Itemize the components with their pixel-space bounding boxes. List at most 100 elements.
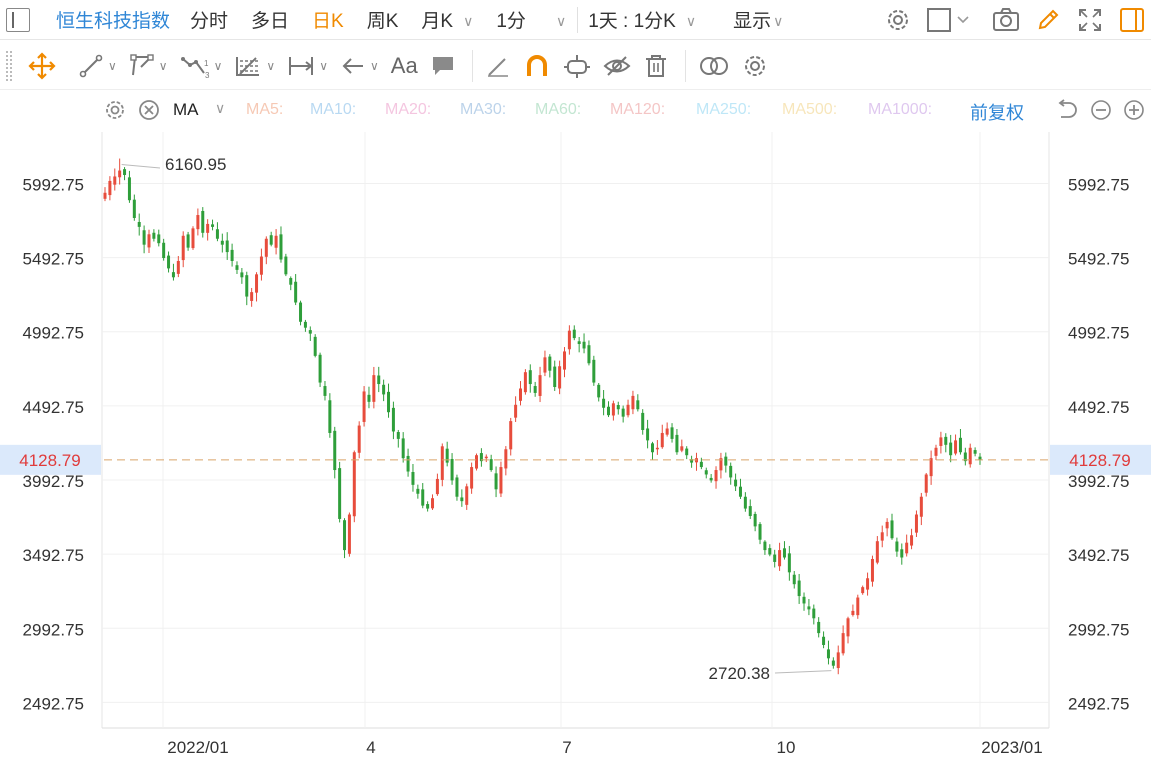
candle-body: [631, 395, 635, 410]
top-icons: [871, 5, 1147, 35]
candle-body: [856, 597, 860, 616]
y-tick-label-left: 4492.75: [23, 398, 84, 417]
range-tool[interactable]: ∨: [287, 53, 328, 79]
indicator-name[interactable]: MA: [173, 100, 199, 119]
ruler-tool[interactable]: [485, 53, 511, 79]
tab-intraday[interactable]: 分时: [190, 11, 229, 32]
square-icon[interactable]: [925, 5, 973, 35]
candle-body: [861, 587, 865, 594]
candle-body: [367, 394, 371, 402]
polyline-tool[interactable]: ∨: [129, 53, 168, 79]
line-icon: [78, 53, 104, 79]
candle-body: [211, 224, 215, 227]
ma10-label: MA10:: [310, 101, 357, 118]
candle-body: [431, 498, 435, 509]
indicator-settings-icon[interactable]: [103, 98, 127, 127]
candle-body: [675, 434, 679, 453]
y-tick-label-right: 5992.75: [1068, 175, 1129, 194]
candle-body: [641, 412, 645, 430]
zoom-out-icon[interactable]: [1090, 99, 1112, 126]
indicator-close-icon[interactable]: [137, 98, 161, 127]
low-marker-label: 2720.38: [709, 664, 770, 683]
fibonacci-tool[interactable]: ∨: [234, 53, 275, 79]
sidebar-icon[interactable]: [1117, 5, 1147, 35]
fullscreen-icon[interactable]: [1075, 5, 1105, 35]
tab-1min[interactable]: 1分 ∨: [496, 6, 566, 33]
chevron-down-icon[interactable]: ∨: [215, 100, 226, 116]
y-tick-label-right: 5492.75: [1068, 250, 1129, 269]
candle-body: [939, 437, 943, 446]
candle-body: [748, 506, 752, 516]
candle-body: [768, 548, 772, 555]
line-tool[interactable]: ∨: [78, 53, 117, 79]
candle-body: [435, 478, 439, 495]
candle-body: [900, 549, 904, 558]
candle-body: [206, 223, 210, 233]
pencil-icon[interactable]: [1033, 5, 1063, 35]
toolbar-grip[interactable]: [6, 50, 12, 81]
candle-body: [885, 521, 889, 529]
candle-body: [646, 428, 650, 441]
magnet-tool[interactable]: [523, 53, 551, 79]
lock-tool[interactable]: [563, 53, 591, 79]
candle-body: [773, 554, 777, 562]
candle-body: [558, 366, 562, 389]
candle-body: [743, 496, 747, 509]
candle-body: [665, 428, 669, 435]
y-tick-label-left: 2492.75: [23, 694, 84, 713]
candle-body: [250, 292, 254, 301]
y-tick-label-left: 3992.75: [23, 472, 84, 491]
candle-body: [362, 391, 366, 422]
candle-body: [279, 234, 283, 260]
display-menu[interactable]: 显示 ∨: [733, 6, 783, 33]
candle-body: [347, 514, 351, 554]
candle-body: [533, 386, 537, 393]
move-tool[interactable]: [28, 51, 56, 80]
candle-body: [333, 430, 337, 471]
fibonacci-icon: [234, 53, 262, 79]
ruler-icon: [485, 53, 511, 79]
candle-body: [758, 524, 762, 540]
candle-body: [978, 456, 982, 460]
adjust-mode-button[interactable]: 前复权: [970, 103, 1024, 123]
candle-body: [616, 405, 620, 410]
tab-monthly-k[interactable]: 月K ∨: [421, 6, 473, 33]
tab-multi-day[interactable]: 多日: [251, 11, 290, 32]
tab-weekly-k[interactable]: 周K: [366, 11, 399, 32]
text-tool[interactable]: Aa: [391, 53, 418, 79]
candle-body: [259, 256, 263, 275]
settings-icon[interactable]: [883, 5, 913, 35]
candle-body: [572, 329, 576, 339]
camera-icon[interactable]: [991, 5, 1021, 35]
index-title[interactable]: 恒生科技指数: [56, 11, 171, 32]
wave-tool[interactable]: 1 3 ∨: [180, 53, 222, 79]
candle-body: [343, 520, 347, 551]
candle-body: [255, 274, 259, 293]
compare-tool[interactable]: [698, 53, 730, 79]
svg-text:1: 1: [204, 59, 209, 68]
range-selector[interactable]: 1天 : 1分K ∨: [588, 6, 696, 33]
candle-body: [479, 453, 483, 462]
reset-icon[interactable]: [1055, 99, 1077, 126]
toolbar-settings[interactable]: [742, 53, 768, 79]
candle-body: [475, 455, 479, 469]
candle-body: [338, 468, 342, 519]
candle-body: [924, 474, 928, 493]
sidebar-toggle-icon[interactable]: [6, 7, 30, 32]
comment-tool[interactable]: [430, 53, 456, 79]
candle-body: [890, 520, 894, 539]
ma1000-label: MA1000:: [868, 101, 933, 118]
candle-body: [963, 452, 967, 462]
candle-body: [895, 541, 899, 552]
tab-daily-k[interactable]: 日K: [312, 11, 344, 32]
candle-body: [807, 606, 811, 610]
candle-body: [812, 608, 816, 619]
candle-body: [445, 448, 449, 463]
trash-tool[interactable]: [643, 53, 669, 79]
hide-tool[interactable]: [603, 53, 631, 79]
arrow-tool[interactable]: ∨: [340, 53, 379, 79]
candle-body: [123, 169, 127, 175]
candle-body: [734, 479, 738, 487]
zoom-in-icon[interactable]: [1123, 99, 1145, 126]
